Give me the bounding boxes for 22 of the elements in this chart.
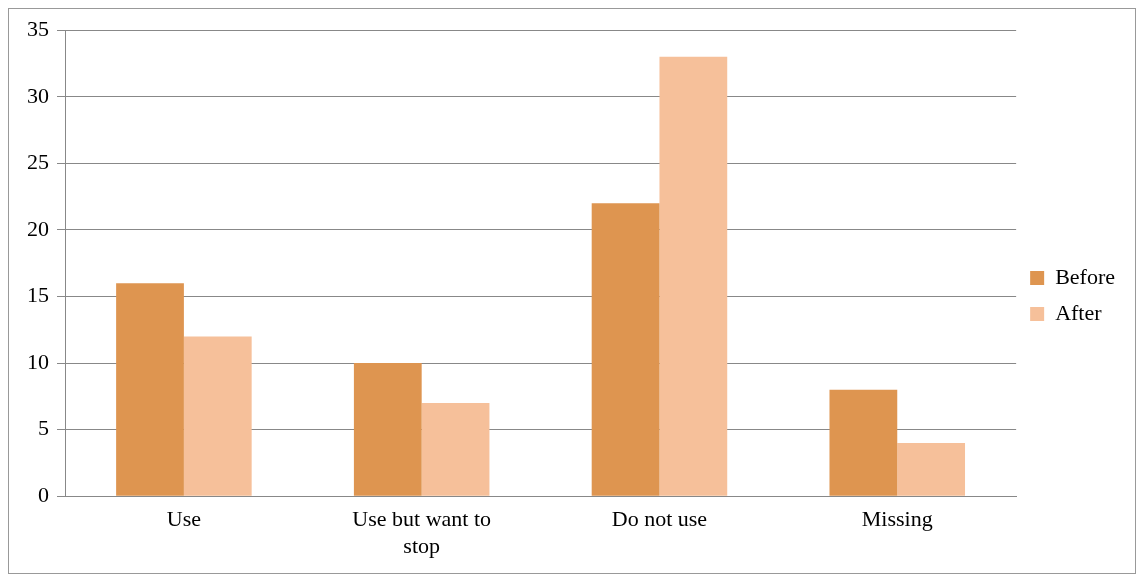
bar <box>421 403 490 496</box>
x-tick-label: Missing <box>861 506 933 532</box>
y-tick-label: 30 <box>27 82 49 108</box>
bar <box>659 56 728 496</box>
y-tick-label: 20 <box>27 215 49 241</box>
y-tick-label: 15 <box>27 282 49 308</box>
y-tick-label: 5 <box>38 415 49 441</box>
x-tick-label: Do not use <box>611 506 708 532</box>
bar <box>829 389 898 496</box>
y-tick-label: 25 <box>27 149 49 175</box>
bar <box>183 336 252 496</box>
bar <box>897 442 966 496</box>
x-tick-label: Use but want to stop <box>352 506 492 558</box>
bar <box>116 283 184 496</box>
bar <box>591 203 660 496</box>
bar <box>353 363 422 496</box>
y-tick-label: 10 <box>27 348 49 374</box>
y-tick-label: 0 <box>38 481 49 507</box>
legend-label: Before <box>1055 263 1115 289</box>
y-tick-label: 35 <box>27 15 49 41</box>
x-tick-label: Use <box>166 506 201 532</box>
legend-label: After <box>1055 299 1103 325</box>
